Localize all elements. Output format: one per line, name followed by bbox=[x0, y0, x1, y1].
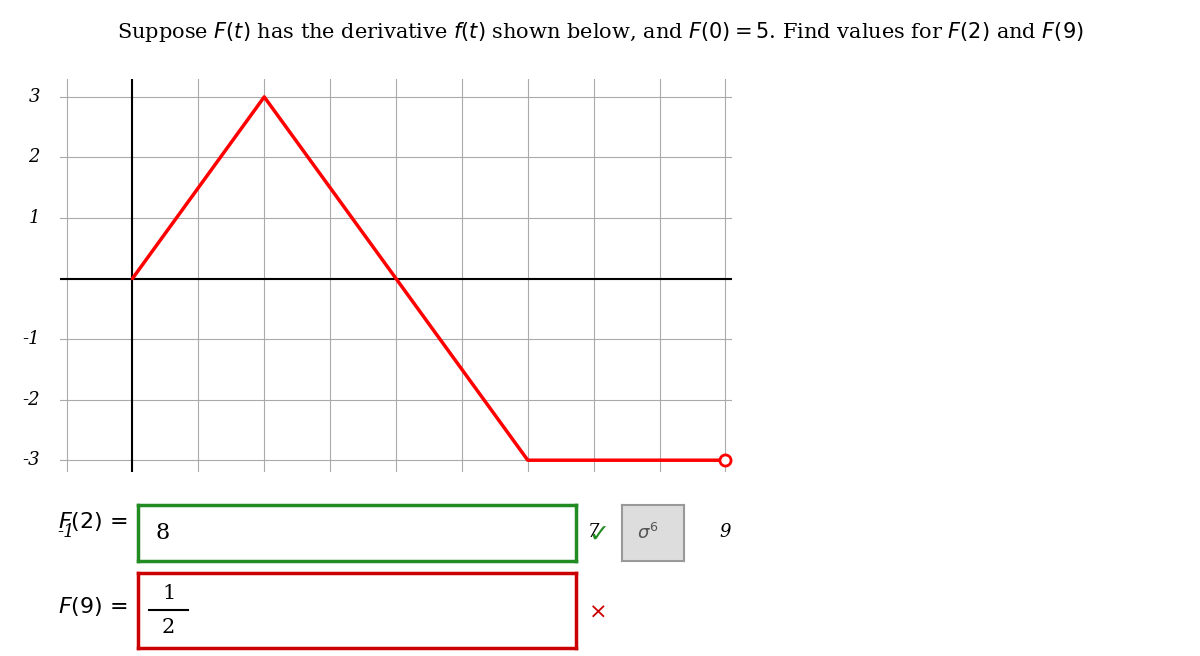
Text: 5: 5 bbox=[456, 523, 468, 541]
Text: 8: 8 bbox=[654, 523, 665, 541]
Text: 6: 6 bbox=[522, 523, 534, 541]
Text: -1: -1 bbox=[58, 523, 76, 541]
Text: $\times$: $\times$ bbox=[588, 600, 606, 623]
Text: 4: 4 bbox=[390, 523, 402, 541]
Text: Suppose $F(t)$ has the derivative $f(t)$ shown below, and $F(0) = 5$. Find value: Suppose $F(t)$ has the derivative $f(t)$… bbox=[116, 20, 1084, 44]
Text: 1: 1 bbox=[193, 523, 204, 541]
Text: -3: -3 bbox=[23, 451, 40, 469]
Text: 3: 3 bbox=[29, 88, 40, 106]
Text: 3: 3 bbox=[324, 523, 336, 541]
Text: 2: 2 bbox=[29, 148, 40, 167]
Text: -1: -1 bbox=[23, 330, 40, 348]
Text: 9: 9 bbox=[720, 523, 731, 541]
Text: 1: 1 bbox=[162, 584, 175, 604]
Text: $F(2)$ =: $F(2)$ = bbox=[58, 510, 127, 533]
Text: 2: 2 bbox=[162, 617, 175, 636]
Text: 8: 8 bbox=[156, 522, 169, 544]
Text: $\sigma^6$: $\sigma^6$ bbox=[637, 523, 659, 543]
Text: 1: 1 bbox=[29, 209, 40, 227]
Text: 2: 2 bbox=[258, 523, 270, 541]
Text: $\checkmark$: $\checkmark$ bbox=[588, 523, 607, 546]
Text: $F(9)$ =: $F(9)$ = bbox=[58, 595, 127, 619]
Text: -2: -2 bbox=[23, 391, 40, 409]
Text: 7: 7 bbox=[588, 523, 599, 541]
